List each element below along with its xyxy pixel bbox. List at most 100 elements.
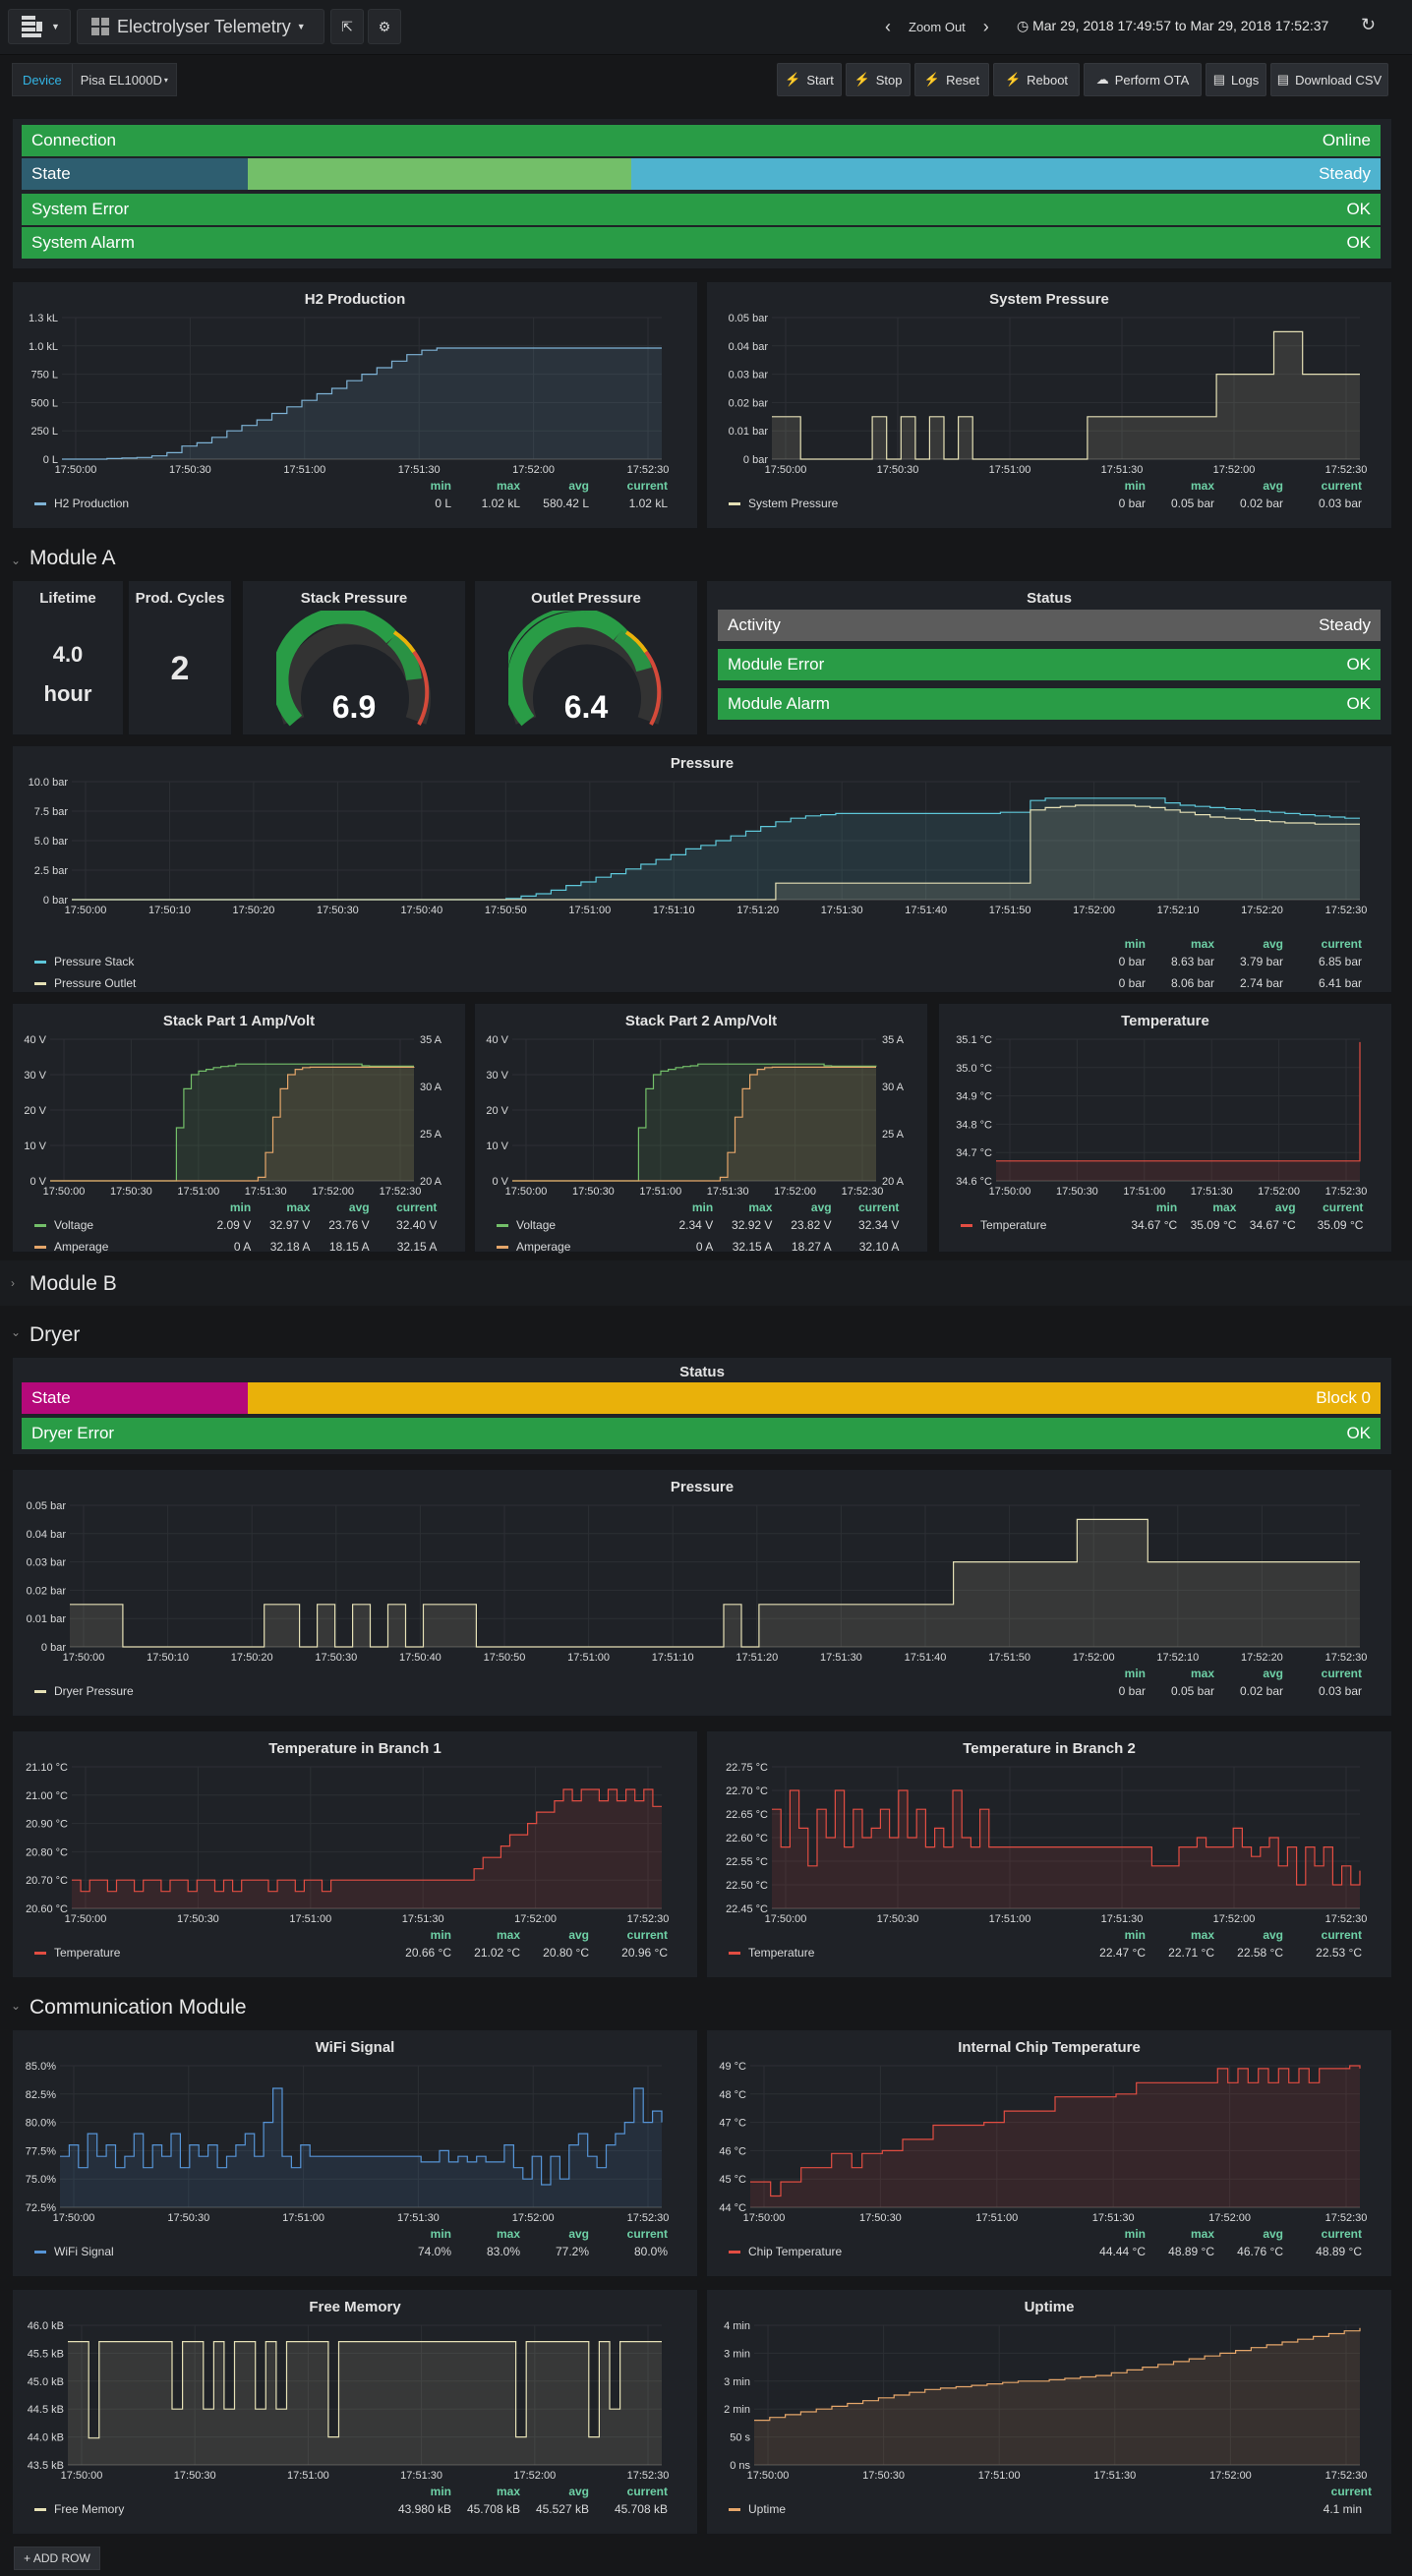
legend-item[interactable]: Voltage: [497, 1218, 556, 1232]
legend-value-current: 4.1 min: [1323, 2502, 1362, 2516]
y-tick-label: 21.00 °C: [26, 1790, 68, 1802]
chart-title[interactable]: Temperature in Branch 2: [963, 1740, 1136, 1757]
chart-title[interactable]: Temperature in Branch 1: [268, 1740, 441, 1757]
system-alarm-status: System Alarm OK: [22, 227, 1381, 259]
dryerpress-chart[interactable]: 0 bar 0.01 bar 0.02 bar 0.03 bar 0.04 bar 0.0…: [13, 1470, 1391, 1716]
series-line[interactable]: [72, 1788, 662, 1893]
reset-button[interactable]: ⚡ Reset: [914, 63, 989, 96]
share-icon[interactable]: ⇱: [330, 9, 364, 44]
legend-item[interactable]: System Pressure: [729, 497, 838, 510]
syspress-chart[interactable]: 0 bar 0.01 bar 0.02 bar 0.03 bar 0.04 bar 0.0…: [707, 282, 1391, 528]
legend-item[interactable]: Amperage: [497, 1240, 570, 1254]
series-line[interactable]: [996, 1041, 1361, 1162]
legend-item[interactable]: Chip Temperature: [729, 2245, 842, 2258]
legend-item[interactable]: Temperature: [961, 1218, 1046, 1232]
chart-title[interactable]: H2 Production: [304, 291, 406, 308]
series-line[interactable]: [68, 2341, 662, 2439]
chip-chart[interactable]: 44 °C 45 °C 46 °C 47 °C 48 °C 49 °C 17:50:00 17…: [707, 2030, 1391, 2276]
x-tick-label: 17:50:10: [147, 1652, 189, 1664]
series-line[interactable]: [750, 2065, 1361, 2197]
legend-item[interactable]: Pressure Stack: [34, 955, 134, 968]
pressure-chart[interactable]: 0 bar 2.5 bar 5.0 bar 7.5 bar 10.0 bar 17:50:…: [13, 746, 1391, 992]
chart-title[interactable]: Internal Chip Temperature: [958, 2039, 1141, 2056]
chevron-down-icon[interactable]: ⌄: [11, 554, 22, 567]
start-button[interactable]: ⚡ Start: [777, 63, 842, 96]
chevron-down-icon[interactable]: ⌄: [11, 1999, 22, 2013]
chart-title[interactable]: Uptime: [1024, 2299, 1075, 2315]
legend-header-avg: avg: [810, 1200, 832, 1214]
branch2-chart[interactable]: 22.45 °C 22.50 °C 22.55 °C 22.60 °C 22.65 °C…: [707, 1731, 1391, 1977]
row-title-module-a[interactable]: Module A: [29, 547, 116, 569]
legend-item[interactable]: Pressure Outlet: [34, 976, 136, 990]
time-range-picker[interactable]: ◷ Mar 29, 2018 17:49:57 to Mar 29, 2018 …: [1017, 18, 1328, 34]
legend-header-current: current: [1321, 479, 1362, 493]
x-tick-label: 17:50:00: [65, 1913, 107, 1925]
series-line[interactable]: [72, 804, 1360, 901]
logs-button[interactable]: ▤ Logs: [1206, 63, 1266, 96]
row-title-module-b[interactable]: Module B: [29, 1272, 117, 1295]
legend-item[interactable]: Free Memory: [34, 2502, 124, 2516]
chart-title[interactable]: Temperature: [1121, 1013, 1209, 1029]
series-line[interactable]: [70, 1518, 1360, 1648]
y-tick-label: 1.0 kL: [29, 341, 58, 353]
series-line[interactable]: [50, 1066, 415, 1182]
y-tick-label: 0 V: [29, 1176, 46, 1188]
series-line[interactable]: [512, 1066, 876, 1182]
series-line[interactable]: [754, 2327, 1361, 2422]
series-line[interactable]: [772, 330, 1360, 460]
branch1-chart[interactable]: 20.60 °C 20.70 °C 20.80 °C 20.90 °C 21.00 °C…: [13, 1731, 697, 1977]
legend-item[interactable]: H2 Production: [34, 497, 129, 510]
temp-chart[interactable]: 34.6 °C 34.7 °C 34.8 °C 34.9 °C 35.0 °C 35.1 …: [939, 1004, 1391, 1252]
chevron-right-icon[interactable]: ›: [11, 1276, 15, 1290]
series-line[interactable]: [772, 1789, 1361, 1886]
refresh-icon[interactable]: ↻: [1361, 15, 1377, 34]
chart-title[interactable]: WiFi Signal: [315, 2039, 395, 2056]
row-title-communication-module[interactable]: Communication Module: [29, 1996, 247, 2019]
uptime-chart[interactable]: 0 ns 50 s 2 min 3 min 3 min 4 min 17:50:00 17:5…: [707, 2290, 1391, 2534]
chevron-left-icon[interactable]: ‹: [885, 16, 891, 36]
chart-title[interactable]: Stack Part 2 Amp/Volt: [624, 1013, 778, 1029]
legend-item[interactable]: WiFi Signal: [34, 2245, 114, 2258]
chart-title[interactable]: Pressure: [670, 1479, 735, 1495]
legend-header-current: current: [1321, 1928, 1362, 1942]
chart-title[interactable]: Stack Part 1 Amp/Volt: [162, 1013, 316, 1029]
chart-title[interactable]: System Pressure: [989, 291, 1109, 308]
stop-button[interactable]: ⚡ Stop: [846, 63, 911, 96]
dashboard-picker[interactable]: Electrolyser Telemetry ▼: [77, 9, 324, 44]
legend-header-max: max: [1212, 1200, 1237, 1214]
series-line[interactable]: [60, 2087, 663, 2186]
legend-item[interactable]: Uptime: [729, 2502, 786, 2516]
device-variable[interactable]: Device Pisa EL1000D ▾: [12, 63, 177, 96]
perform-ota-button[interactable]: ☁ Perform OTA: [1084, 63, 1202, 96]
x-tick-label: 17:51:00: [989, 464, 1031, 476]
stack1-chart[interactable]: 0 V 10 V 20 V 30 V 40 V 20 A 25 A 30 A 35 A 17:50…: [13, 1004, 465, 1252]
zoom-out-button[interactable]: Zoom Out: [909, 19, 966, 34]
series-line[interactable]: [62, 347, 662, 460]
chart-title[interactable]: Free Memory: [309, 2299, 401, 2315]
grafana-menu-button[interactable]: ▼: [8, 9, 71, 44]
x-tick-label: 17:51:30: [1101, 464, 1144, 476]
chevron-right-icon[interactable]: ›: [982, 16, 989, 36]
stack2-chart[interactable]: 0 V 10 V 20 V 30 V 40 V 20 A 25 A 30 A 35 A 17:50…: [475, 1004, 927, 1252]
gear-icon[interactable]: ⚙: [368, 9, 401, 44]
legend-series-name: Temperature: [748, 1946, 815, 1960]
y-tick-label: 22.60 °C: [726, 1833, 768, 1844]
reboot-button[interactable]: ⚡ Reboot: [993, 63, 1080, 96]
legend-item[interactable]: Temperature: [34, 1946, 120, 1960]
chart-title[interactable]: Pressure: [670, 755, 735, 772]
legend-item[interactable]: Temperature: [729, 1946, 814, 1960]
lifetime-value: 4.0: [52, 642, 84, 667]
legend-item[interactable]: Amperage: [34, 1240, 108, 1254]
y-tick-label: 50 s: [730, 2432, 750, 2444]
legend-item[interactable]: Voltage: [34, 1218, 93, 1232]
wifi-chart[interactable]: 72.5% 75.0% 77.5% 80.0% 82.5% 85.0% 17:50:00 17…: [13, 2030, 697, 2276]
chevron-down-icon[interactable]: ⌄: [11, 1325, 22, 1339]
freemem-chart[interactable]: 43.5 kB 44.0 kB 44.5 kB 45.0 kB 45.5 kB 46.0 …: [13, 2290, 697, 2534]
legend-item[interactable]: Dryer Pressure: [34, 1684, 134, 1698]
h2-chart[interactable]: 0 L 250 L 500 L 750 L 1.0 kL 1.3 kL 17:50:00 17…: [13, 282, 697, 528]
add-row-button[interactable]: + ADD ROW: [14, 2547, 100, 2570]
legend-header-avg: avg: [1263, 1667, 1283, 1680]
device-value[interactable]: Pisa EL1000D: [80, 72, 162, 88]
row-title-dryer[interactable]: Dryer: [29, 1323, 81, 1346]
download-csv-button[interactable]: ▤ Download CSV: [1270, 63, 1388, 96]
